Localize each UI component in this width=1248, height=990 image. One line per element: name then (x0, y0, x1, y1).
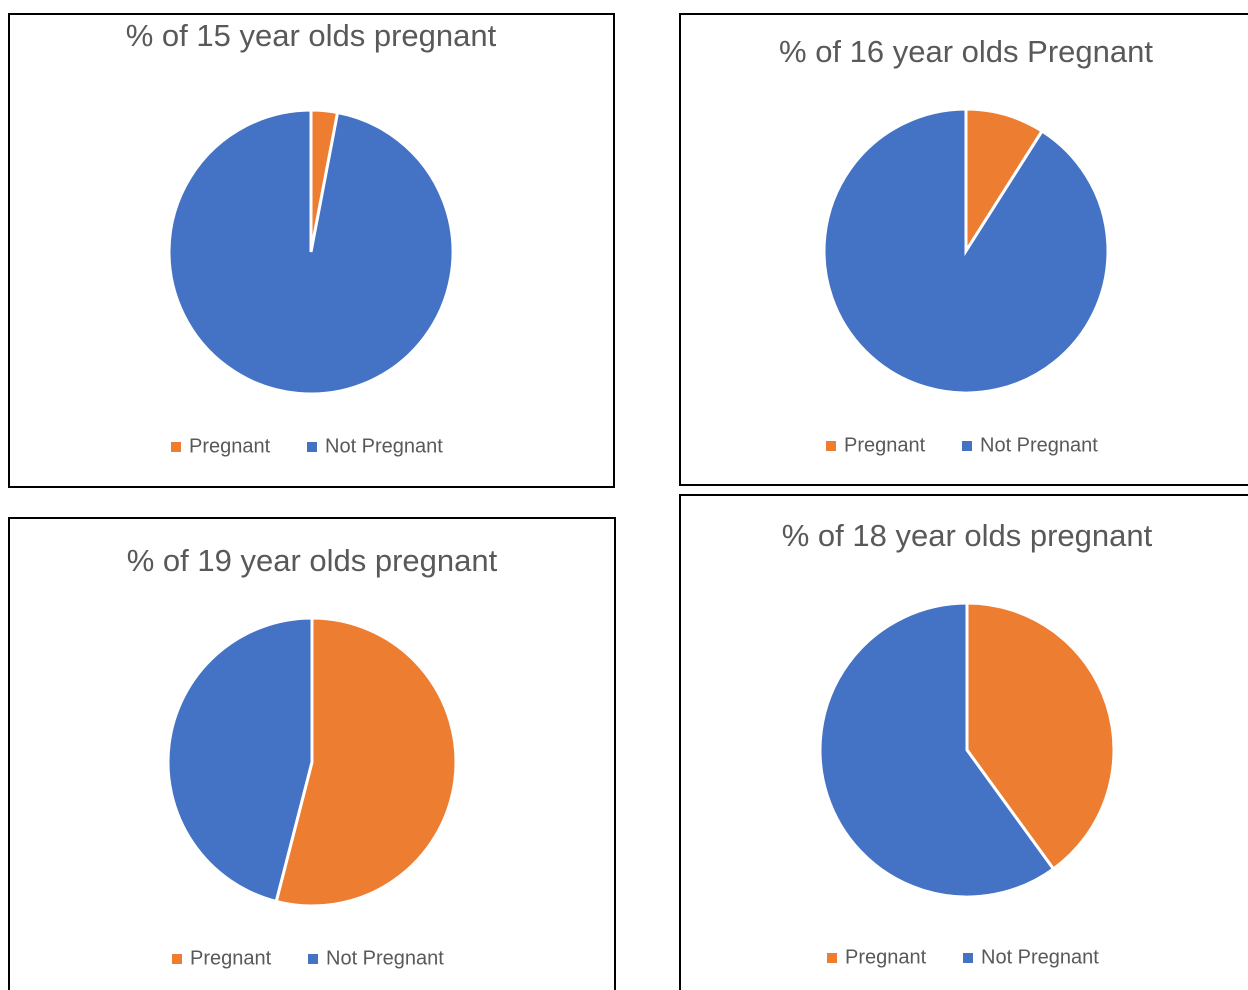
legend-label: Not Pregnant (981, 946, 1099, 968)
legend-swatch (172, 954, 182, 964)
legend-label: Not Pregnant (326, 947, 444, 969)
chart-panel: % of 19 year olds pregnant Pregnant Not Pr… (8, 517, 616, 990)
legend-label: Not Pregnant (980, 434, 1098, 456)
legend-swatch (826, 441, 836, 451)
legend-swatch (308, 954, 318, 964)
chart-title: % of 15 year olds pregnant (126, 18, 497, 53)
chart-panel: % of 16 year olds Pregnant Pregnant Not Pr… (679, 13, 1248, 486)
legend-swatch (963, 953, 973, 963)
legend-label: Pregnant (189, 435, 271, 457)
chart-title: % of 19 year olds pregnant (127, 543, 498, 578)
pie-slice (167, 108, 455, 396)
legend-swatch (307, 442, 317, 452)
chart-title: % of 16 year olds Pregnant (779, 34, 1153, 69)
legend-swatch (827, 953, 837, 963)
legend-label: Not Pregnant (325, 435, 443, 457)
pie-slice (274, 616, 458, 908)
pie-slice (965, 601, 1116, 872)
legend-label: Pregnant (845, 946, 927, 968)
chart-title: % of 18 year olds pregnant (782, 518, 1153, 553)
pie-slice (818, 601, 1056, 899)
legend-swatch (171, 442, 181, 452)
legend-swatch (962, 441, 972, 451)
legend-label: Pregnant (190, 947, 272, 969)
legend-label: Pregnant (844, 434, 926, 456)
chart-panel: % of 18 year olds pregnant Pregnant Not Pr… (679, 494, 1248, 990)
pie-slice (822, 107, 1110, 395)
pie-slice (166, 616, 314, 904)
chart-panel: % of 15 year olds pregnant Pregnant Not Pr… (8, 13, 615, 488)
pie-slice (964, 107, 1045, 257)
